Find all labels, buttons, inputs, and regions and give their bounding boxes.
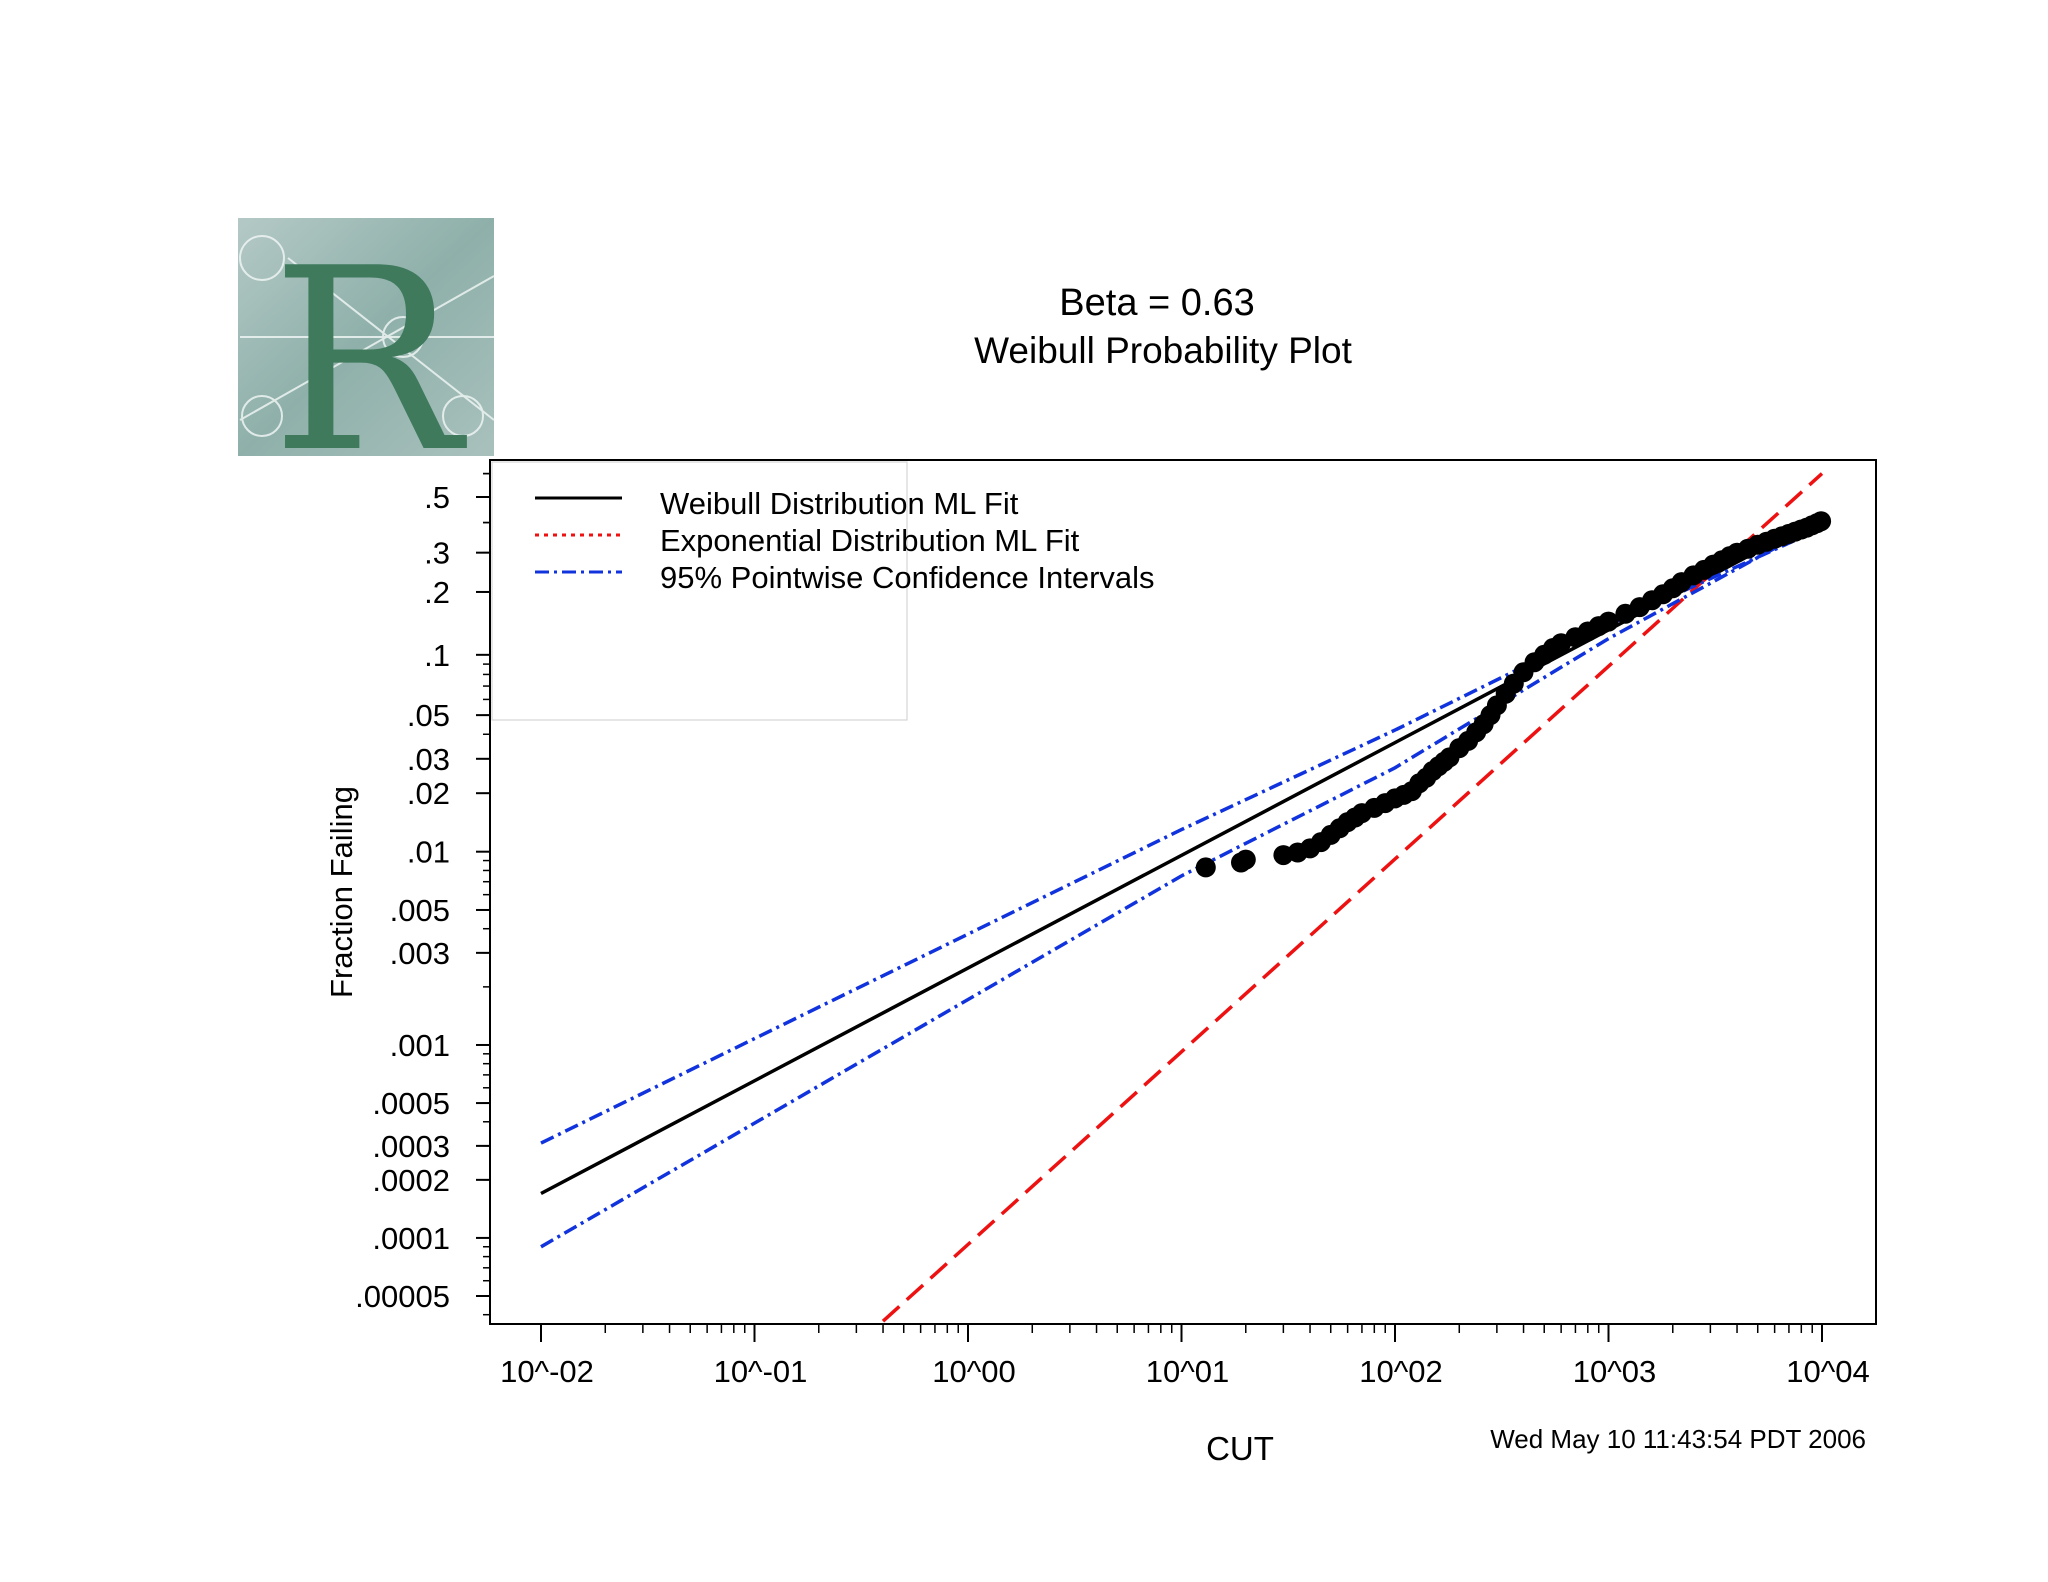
timestamp: Wed May 10 11:43:54 PDT 2006 — [1490, 1424, 1866, 1454]
legend-label-weibull: Weibull Distribution ML Fit — [660, 486, 1019, 521]
chart-subtitle: Weibull Probability Plot — [974, 330, 1352, 371]
y-tick-label: .3 — [424, 536, 450, 571]
y-axis: .5 .3 .2 .1 .05 .03.02 .01 .005 .003 .001 .0005 .00… — [355, 472, 490, 1316]
data-point — [1195, 857, 1216, 878]
legend: Weibull Distribution ML Fit Exponential … — [535, 486, 1155, 595]
logo-ornament — [239, 235, 495, 437]
confidence-lower-line — [540, 521, 1823, 1249]
y-tick-label: .2 — [424, 575, 450, 610]
x-tick-label: 10^01 — [1146, 1354, 1230, 1389]
chart-title: Beta = 0.63 — [1059, 282, 1254, 324]
y-tick-label: .0002 — [372, 1163, 450, 1198]
x-tick-label: 10^03 — [1573, 1354, 1657, 1389]
data-point — [1811, 511, 1832, 532]
x-tick-label: 10^00 — [932, 1354, 1016, 1389]
x-tick-label: 10^04 — [1786, 1354, 1870, 1389]
y-tick-label: .1 — [424, 638, 450, 673]
y-tick-label: .05 — [407, 698, 450, 733]
logo-letter: R — [271, 215, 467, 508]
y-tick-label: .0001 — [372, 1221, 450, 1256]
x-axis-title: CUT — [1206, 1430, 1274, 1467]
y-tick-label: .0003 — [372, 1129, 450, 1164]
y-tick-label: .005 — [390, 893, 450, 928]
y-tick-label: .0005 — [372, 1086, 450, 1121]
y-tick-label: .02 — [407, 776, 450, 811]
y-tick-label: .003 — [390, 936, 450, 971]
legend-box — [491, 461, 908, 721]
r-logo: R — [238, 215, 495, 508]
series-layer — [540, 472, 1832, 1323]
x-axis: 10^-02 10^-01 10^00 10^01 10^02 10^03 10^04 — [500, 1324, 1870, 1389]
y-tick-label: .03 — [407, 742, 450, 777]
x-tick-label: 10^-02 — [500, 1354, 594, 1389]
x-tick-label: 10^-01 — [714, 1354, 808, 1389]
data-point — [1235, 849, 1256, 870]
x-tick-label: 10^02 — [1359, 1354, 1443, 1389]
confidence-upper-line — [540, 526, 1823, 1145]
data-point — [1598, 611, 1619, 632]
exponential-fit-line — [881, 472, 1824, 1323]
y-tick-label: .001 — [390, 1028, 450, 1063]
legend-label-exponential: Exponential Distribution ML Fit — [660, 523, 1080, 558]
y-tick-label: .5 — [424, 480, 450, 515]
y-axis-title: Fraction Failing — [324, 786, 359, 998]
plot-frame — [489, 459, 1877, 1325]
y-tick-label: .00005 — [355, 1279, 450, 1314]
y-tick-label: .01 — [407, 835, 450, 870]
legend-label-confidence: 95% Pointwise Confidence Intervals — [660, 560, 1155, 595]
